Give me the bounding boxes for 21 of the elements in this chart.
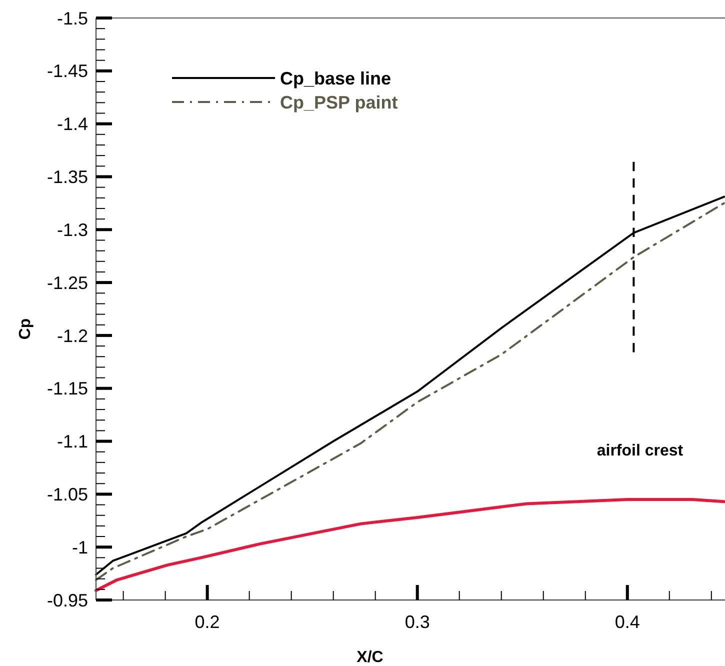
x-axis-title: X/C [356,649,384,666]
y-tick-label: -1.25 [46,272,88,293]
y-tick-label: -1.1 [56,432,88,452]
text: Cp_base line [280,68,392,88]
x-tick-label: 0.2 [194,612,220,632]
y-tick-label: -1.2 [56,326,88,346]
y-axis-title: Cp [17,318,34,340]
line-series [94,498,725,592]
text: Cp_PSP paint [280,92,398,112]
y-tick-label: -1 [72,537,88,558]
y-tick-label: -1.15 [46,378,88,399]
y-tick-label: -1.3 [56,220,88,240]
y-tick-label: -1.35 [46,167,88,188]
annotation: airfoil crest [596,442,684,460]
y-tick-label: -0.95 [46,590,88,610]
y-tick-label: -1.45 [46,61,88,82]
y-tick-label: -1.4 [56,114,88,134]
x-tick-label: 0.3 [404,612,430,632]
y-tick-label: -1.5 [56,8,88,28]
y-tick-label: -1.05 [46,484,88,504]
x-tick-label: 0.4 [614,612,640,632]
